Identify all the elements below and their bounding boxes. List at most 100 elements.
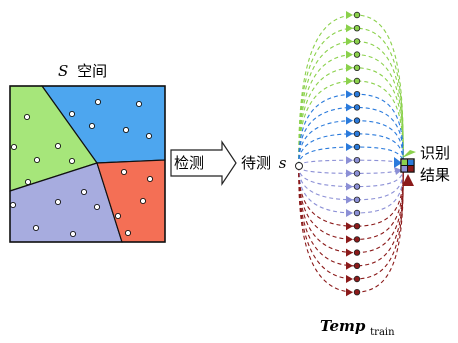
template-path-green	[298, 40, 404, 167]
result-cell-bl	[402, 166, 408, 172]
space-point	[94, 98, 102, 106]
detect-arrow: 检测	[170, 140, 237, 186]
result-cell-tl	[402, 160, 408, 166]
template-arrow-purple	[346, 182, 353, 191]
template-path-green	[298, 14, 404, 167]
template-path-blue	[298, 146, 404, 167]
space-title-text: 空间	[77, 62, 107, 80]
template-node-purple	[353, 209, 361, 217]
template-arrow-purple	[346, 169, 353, 178]
space-point	[54, 142, 62, 150]
template-arrow-blue	[346, 116, 353, 125]
space-point	[69, 230, 77, 238]
result-arrow-red	[402, 174, 414, 186]
template-arrow-purple	[346, 209, 353, 217]
template-node-green	[353, 11, 361, 19]
template-path-red	[298, 165, 404, 227]
space-point	[32, 224, 40, 232]
space-point	[120, 168, 128, 176]
result-box	[400, 158, 415, 173]
space-square	[9, 85, 166, 243]
template-arrow-red	[346, 275, 353, 283]
space-point	[146, 175, 154, 183]
space-point	[122, 126, 130, 134]
template-path-blue	[298, 120, 404, 167]
space-points	[9, 98, 154, 238]
template-node-red	[353, 222, 361, 230]
template-node-green	[353, 64, 361, 71]
template-arrow-blue	[346, 129, 353, 138]
template-path-blue	[298, 93, 404, 167]
space-point	[9, 201, 17, 209]
template-node-purple	[353, 156, 361, 164]
result-line1: 识别	[420, 144, 450, 162]
template-node-red	[353, 249, 361, 256]
space-point	[33, 156, 41, 164]
template-path-green	[298, 54, 404, 167]
template-arrow-green	[346, 37, 353, 46]
space-point	[10, 143, 18, 151]
template-label-main: Temp	[320, 317, 366, 335]
space-point	[23, 113, 31, 121]
template-node-purple	[353, 170, 361, 177]
result-line2: 结果	[420, 166, 450, 184]
template-node-blue	[353, 90, 361, 98]
template-arrow-blue	[346, 143, 353, 151]
template-arrow-green	[346, 50, 353, 59]
template-node-blue	[353, 104, 361, 111]
template-arrow-green	[346, 24, 353, 33]
template-path-red	[298, 165, 404, 267]
template-node-green	[353, 25, 361, 32]
space-point	[68, 157, 76, 165]
template-arrow-green	[346, 63, 353, 72]
result-arrow-green	[402, 150, 416, 158]
sample-point	[295, 162, 303, 170]
result-arrow-blue	[394, 157, 402, 168]
space-point	[88, 122, 96, 130]
template-arrow-red	[346, 261, 353, 270]
template-node-blue	[353, 130, 361, 137]
template-arrow-purple	[346, 156, 353, 165]
template-arrow-red	[346, 222, 353, 231]
sample-label-var: s	[279, 154, 287, 172]
template-path-red	[298, 165, 404, 254]
space-point	[139, 197, 147, 205]
template-node-red	[353, 236, 361, 243]
template-arrow-blue	[346, 103, 353, 112]
space-point	[80, 188, 88, 196]
space-point	[68, 110, 76, 118]
template-node-green	[353, 51, 361, 58]
template-arrow-red	[346, 235, 353, 244]
template-arrow-purple	[346, 195, 353, 204]
template-arrow-red	[346, 248, 353, 257]
space-point	[93, 203, 101, 211]
template-paths	[298, 11, 416, 297]
template-label-sub: train	[370, 327, 395, 338]
space-point	[145, 132, 153, 140]
template-node-green	[353, 38, 361, 45]
result-arrow-purple	[394, 167, 402, 175]
detect-label: 检测	[174, 154, 204, 172]
template-node-red	[353, 289, 361, 296]
template-path-blue	[298, 106, 404, 167]
template-arrow-green	[346, 77, 353, 85]
template-label: Temp train	[320, 317, 395, 338]
space-point	[124, 229, 132, 237]
template-node-red	[353, 275, 361, 283]
template-arrow-blue	[346, 90, 353, 99]
template-path-red	[298, 165, 404, 240]
space-border	[9, 85, 166, 243]
space-point	[135, 100, 143, 108]
sample-label: 待测 s	[241, 154, 287, 172]
sample-label-text: 待测	[241, 154, 271, 172]
result-cell-tr	[408, 160, 414, 166]
template-node-blue	[353, 117, 361, 124]
template-path-red	[298, 165, 404, 293]
template-node-green	[353, 77, 361, 85]
space-point	[54, 198, 62, 206]
template-path-purple	[298, 165, 404, 201]
space-point	[24, 178, 32, 186]
template-node-purple	[353, 196, 361, 203]
template-arrow-green	[346, 11, 353, 19]
